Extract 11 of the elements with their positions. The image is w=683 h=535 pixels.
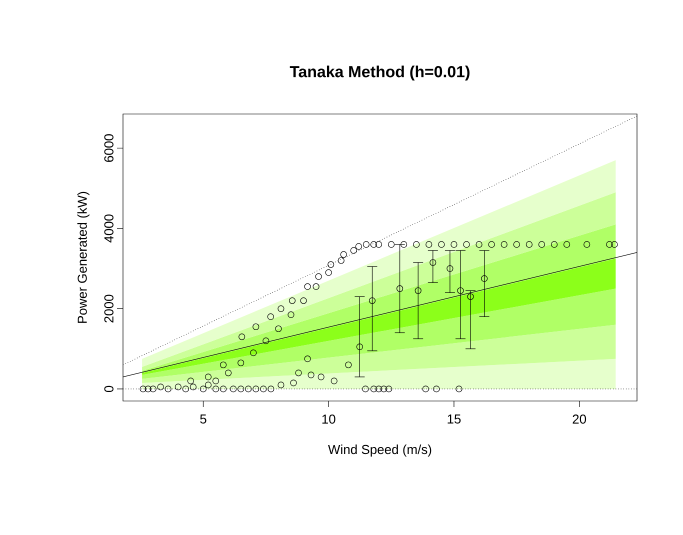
chart-title: Tanaka Method (h=0.01) <box>290 66 470 80</box>
x-tick-label: 5 <box>200 414 206 424</box>
y-tick-label: 0 <box>104 386 114 392</box>
x-axis-title: Wind Speed (m/s) <box>328 444 432 457</box>
y-tick-label: 6000 <box>104 134 114 162</box>
x-tick-label: 10 <box>322 414 336 424</box>
x-tick-label: 20 <box>572 414 586 424</box>
y-tick-label: 4000 <box>104 214 114 243</box>
y-tick-label: 2000 <box>104 294 114 322</box>
y-axis-title: Power Generated (kW) <box>77 192 90 323</box>
x-tick-label: 15 <box>448 414 461 424</box>
